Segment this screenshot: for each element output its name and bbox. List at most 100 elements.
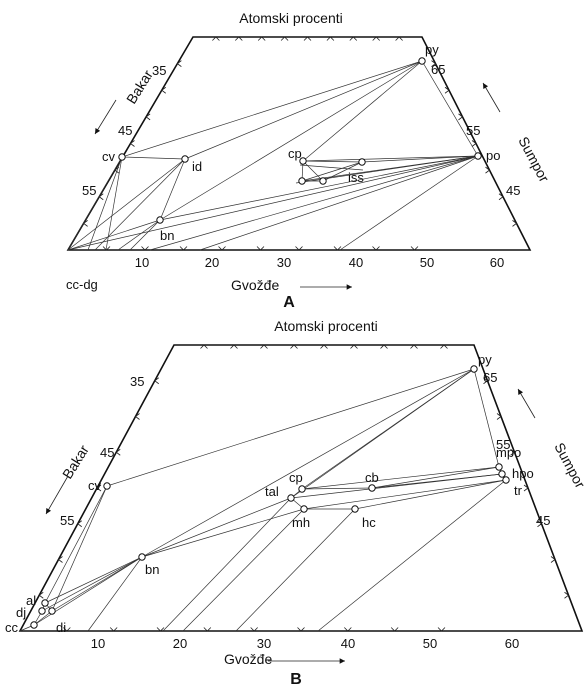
phase-node-cv <box>118 153 126 161</box>
tie-line <box>301 487 373 490</box>
left-tick-label: 45 <box>118 123 132 138</box>
bottom-edge-tick <box>102 246 111 251</box>
tie-line <box>371 466 500 489</box>
phase-label-py: py <box>425 42 439 57</box>
phase-label-dj: dj <box>16 605 26 620</box>
tie-line <box>162 497 292 632</box>
right-tick-label: 55 <box>496 437 510 452</box>
bottom-tick-label: 40 <box>341 636 355 651</box>
tie-line <box>117 219 161 251</box>
right-edge-tick <box>523 484 529 492</box>
tie-line <box>67 155 479 251</box>
copper-axis-arrow <box>45 475 69 515</box>
phase-label-cp: cp <box>289 470 303 485</box>
tie-line <box>159 60 423 221</box>
left-edge-tick <box>176 60 182 67</box>
phase-label-cv: cv <box>102 149 116 164</box>
tie-line <box>51 556 143 612</box>
bottom-edge-tick <box>410 246 419 251</box>
phase-node-cv <box>103 482 111 490</box>
tie-line <box>44 485 108 604</box>
tie-line <box>159 158 186 221</box>
tie-line <box>121 60 423 158</box>
top-edge-tick <box>230 344 238 349</box>
bottom-tick-label: 40 <box>349 255 363 270</box>
tie-line <box>199 155 479 251</box>
bottom-edge-tick <box>256 246 265 251</box>
tie-line <box>235 508 356 632</box>
right-tick-label: 45 <box>536 513 550 528</box>
tie-line <box>87 156 123 251</box>
tie-line <box>149 155 479 251</box>
phase-node-iss <box>358 158 366 166</box>
right-edge-tick <box>444 86 450 94</box>
phase-label-po: po <box>486 148 500 163</box>
phase-label-iss: iss <box>348 170 364 185</box>
phase-label-hpo: hpo <box>512 466 534 481</box>
phase-label-al: al <box>26 593 36 608</box>
top-edge-tick <box>349 36 358 41</box>
right-edge-tick <box>471 140 477 147</box>
phase-node-dj <box>38 607 46 615</box>
bottom-edge-tick <box>297 627 305 632</box>
left-edge-tick <box>38 591 44 599</box>
bottom-edge-tick <box>63 627 71 632</box>
bottom-edge-tick <box>295 246 303 251</box>
phase-node-hpo <box>498 470 506 478</box>
diagram-a: py cv id cp iss po bn Atomski procenti 35 45 55 65 5… <box>66 10 553 311</box>
left-tick-label: 55 <box>60 513 74 528</box>
phase-node-id <box>181 155 189 163</box>
tie-line <box>41 556 143 612</box>
sulfur-axis-label: Sumpor <box>515 134 552 185</box>
bottom-edge-tick <box>344 627 352 632</box>
right-edge-tick <box>458 113 464 121</box>
phase-node-s1 <box>298 177 306 185</box>
right-edge-tick <box>550 556 556 563</box>
top-edge-tick <box>326 36 335 41</box>
top-edge-tick <box>350 344 358 349</box>
tie-line <box>141 508 305 558</box>
tie-line <box>44 556 143 604</box>
phase-label-id: id <box>192 159 202 174</box>
phase-node-s2 <box>319 177 327 185</box>
right-tick-label: 55 <box>466 123 480 138</box>
phase-node-bn <box>138 553 146 561</box>
phase-node-cc <box>30 621 38 629</box>
tie-line <box>302 60 423 162</box>
sulfur-axis-arrow <box>517 388 536 419</box>
trapezoid-frame <box>66 36 532 251</box>
phase-node-tr <box>502 476 510 484</box>
bottom-edge-tick <box>141 246 149 251</box>
tie-line <box>184 60 423 160</box>
tie-line <box>106 368 475 487</box>
phase-label-hc: hc <box>362 515 376 530</box>
bottom-tick-label: 50 <box>423 636 437 651</box>
left-edge-tick <box>134 413 140 420</box>
corner-label: cc-dg <box>66 277 98 292</box>
left-edge-tick <box>114 166 120 174</box>
left-edge-tick <box>129 140 135 147</box>
phase-label-tal: tal <box>265 484 279 499</box>
phase-label-cv: cv <box>88 478 102 493</box>
tie-line <box>67 219 161 251</box>
bottom-edge-tick <box>218 246 226 251</box>
tie-line <box>87 556 143 632</box>
phase-node-po <box>474 152 482 160</box>
tie-line <box>33 610 53 626</box>
bottom-tick-label: 30 <box>257 636 271 651</box>
top-edge-tick <box>257 36 266 41</box>
phase-label-di: di <box>56 620 66 635</box>
tie-line <box>302 155 479 162</box>
iron-axis-label: Gvožđe <box>224 651 272 667</box>
tie-line <box>159 155 479 221</box>
tie-line <box>361 155 479 163</box>
sulfur-axis-arrow-head <box>518 389 524 395</box>
right-edge-tick <box>485 166 491 174</box>
phase-label-tr: tr <box>514 483 523 498</box>
bottom-edge-tick <box>250 627 258 632</box>
right-tick-label: 65 <box>431 62 445 77</box>
tie-line <box>317 479 507 632</box>
bottom-tick-label: 60 <box>505 636 519 651</box>
tie-line <box>51 485 108 612</box>
